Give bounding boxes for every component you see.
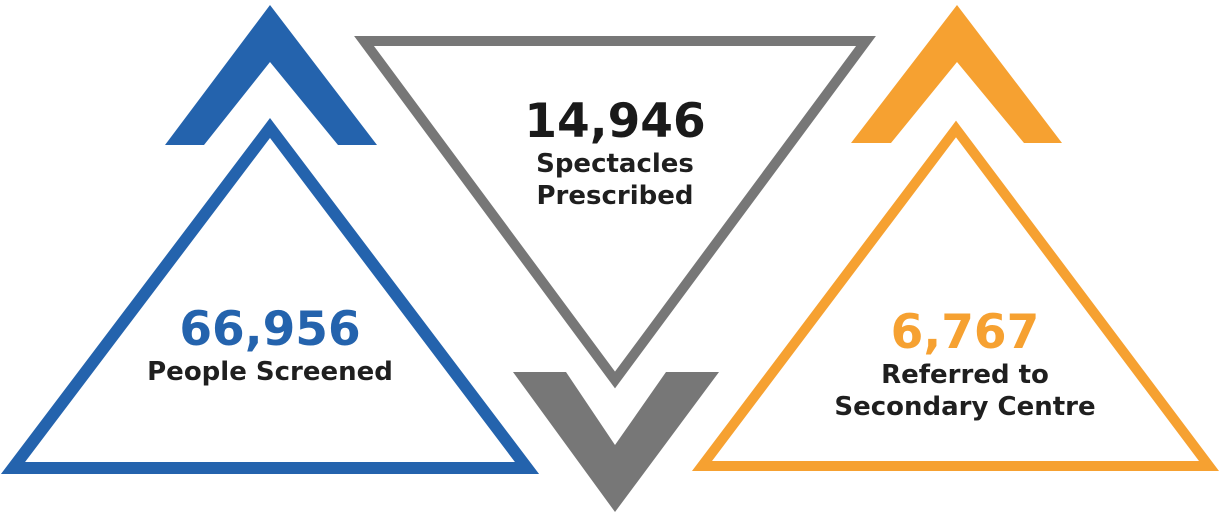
spectacles-prescribed-label-line2: Prescribed <box>536 181 694 211</box>
gray-down-chevron-icon <box>513 372 719 512</box>
blue-outline-triangle <box>0 118 540 474</box>
gray-outline-inverted-triangle <box>354 36 876 389</box>
referred-secondary-label-line2: Secondary Centre <box>834 392 1096 422</box>
people-screened-value: 66,956 <box>179 302 361 357</box>
blue-up-chevron-icon <box>165 5 377 145</box>
orange-up-chevron-icon <box>851 5 1062 143</box>
people-screened-label: People Screened <box>147 357 393 387</box>
referred-secondary-value: 6,767 <box>890 305 1040 360</box>
spectacles-prescribed-label-line1: Spectacles <box>536 149 694 179</box>
people-screened-stat: 66,956 People Screened <box>100 304 440 388</box>
referred-secondary-label-line1: Referred to <box>881 360 1049 390</box>
orange-outline-triangle <box>691 120 1220 471</box>
referred-secondary-stat: 6,767 Referred to Secondary Centre <box>790 307 1140 423</box>
spectacles-prescribed-value: 14,946 <box>524 94 706 149</box>
spectacles-prescribed-stat: 14,946 Spectacles Prescribed <box>455 96 775 212</box>
